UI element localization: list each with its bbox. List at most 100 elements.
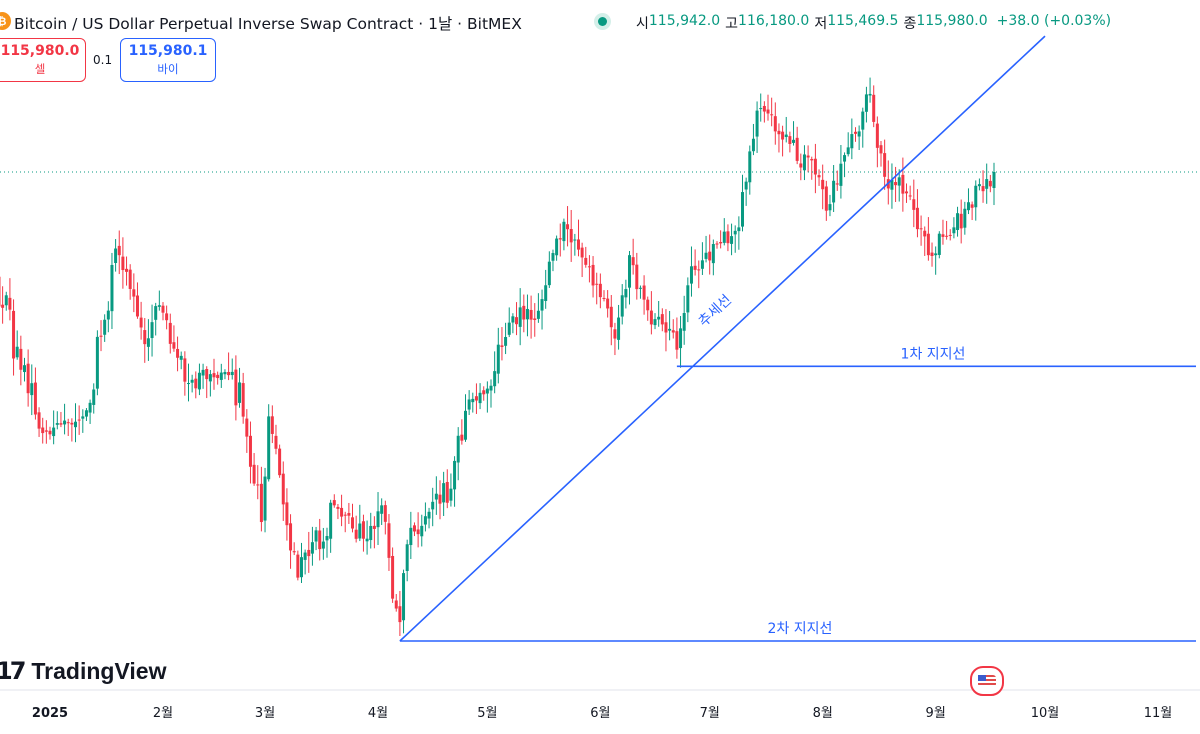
close-value: 115,980.0	[916, 13, 987, 33]
candle-body	[449, 489, 452, 501]
support-line-label: 1차 지지선	[901, 346, 966, 362]
candle-body	[621, 295, 624, 316]
candle-body	[628, 255, 631, 287]
candle-body	[730, 236, 733, 244]
candle-body	[304, 553, 307, 560]
buy-button[interactable]: 115,980.1 바이	[120, 38, 216, 82]
candle-body	[865, 94, 868, 111]
candle-body	[989, 181, 992, 186]
candle-body	[486, 389, 489, 394]
candle-body	[701, 260, 704, 268]
candle-body	[205, 369, 208, 379]
candle-body	[566, 224, 569, 229]
low-value: 115,469.5	[827, 13, 898, 33]
candle-body	[650, 311, 653, 325]
candle-body	[191, 380, 194, 383]
high-value: 116,180.0	[738, 13, 809, 33]
candle-body	[81, 416, 84, 418]
candle-body	[705, 253, 708, 259]
candle-body	[147, 338, 150, 347]
candle-body	[202, 370, 205, 376]
candle-body	[777, 131, 780, 134]
candle-body	[45, 430, 48, 431]
candle-body	[89, 403, 92, 413]
candle-body	[756, 111, 759, 137]
candle-body	[260, 484, 263, 522]
candle-body	[570, 229, 573, 242]
candle-body	[646, 300, 649, 311]
candle-body	[923, 231, 926, 237]
candle-body	[519, 307, 522, 326]
candle-body	[249, 436, 252, 467]
candle-body	[599, 284, 602, 297]
candle-body	[347, 513, 350, 516]
candle-body	[271, 416, 274, 434]
candle-body	[34, 383, 37, 415]
candle-body	[409, 528, 412, 545]
x-tick-label: 10월	[1031, 706, 1060, 721]
candle-body	[136, 296, 139, 317]
candle-body	[380, 505, 383, 513]
candle-body	[883, 153, 886, 177]
ohlc-readout: 시 115,942.0 고 116,180.0 저 115,469.5 종 11…	[636, 13, 1111, 33]
candle-body	[581, 248, 584, 258]
candle-body	[931, 253, 934, 256]
candle-body	[490, 386, 493, 391]
candle-body	[468, 399, 471, 409]
candle-body	[617, 318, 620, 340]
candle-body	[438, 495, 441, 504]
sell-button[interactable]: 115,980.0 셀	[0, 38, 86, 82]
candle-body	[858, 131, 861, 136]
candle-body	[934, 253, 937, 255]
candle-body	[274, 436, 277, 449]
candle-body	[417, 529, 420, 534]
candle-body	[30, 383, 33, 395]
candle-body	[318, 531, 321, 550]
candle-body	[311, 542, 314, 553]
candle-body	[27, 364, 30, 393]
candle-body	[223, 372, 226, 374]
open-label: 시	[636, 13, 649, 33]
candle-body	[854, 132, 857, 134]
candle-body	[56, 423, 59, 425]
candle-body	[562, 222, 565, 241]
candle-body	[697, 269, 700, 270]
candle-body	[387, 523, 390, 558]
symbol-title[interactable]: Bitcoin / US Dollar Perpetual Inverse Sw…	[14, 12, 522, 34]
candle-body	[132, 289, 135, 296]
candle-body	[442, 483, 445, 502]
candle-body	[796, 138, 799, 161]
candle-body	[121, 257, 124, 270]
candle-body	[548, 262, 551, 285]
candle-body	[358, 524, 361, 539]
tradingview-logo[interactable]: 17 TradingView	[0, 657, 166, 685]
bitcoin-icon: ₿	[0, 12, 11, 30]
candle-body	[165, 313, 168, 320]
us-flag-icon[interactable]	[970, 666, 1004, 696]
candle-body	[847, 147, 850, 154]
candle-body	[880, 145, 883, 153]
candle-body	[107, 311, 110, 320]
market-status-icon[interactable]	[598, 17, 607, 26]
x-tick-label: 3월	[255, 706, 275, 721]
candle-body	[533, 318, 536, 320]
candle-body	[974, 186, 977, 207]
candle-body	[781, 132, 784, 140]
candle-body	[843, 155, 846, 161]
candle-body	[573, 240, 576, 241]
candle-body	[737, 227, 740, 231]
candle-body	[894, 182, 897, 185]
candle-body	[5, 295, 8, 305]
candle-body	[723, 232, 726, 243]
candle-body	[340, 508, 343, 517]
candle-body	[216, 375, 219, 378]
candle-body	[63, 421, 66, 425]
candle-body	[482, 390, 485, 394]
candle-body	[110, 265, 113, 311]
change-value: +38.0 (+0.03%)	[997, 13, 1111, 33]
candle-body	[289, 523, 292, 550]
candle-body	[803, 154, 806, 170]
candle-body	[657, 317, 660, 320]
